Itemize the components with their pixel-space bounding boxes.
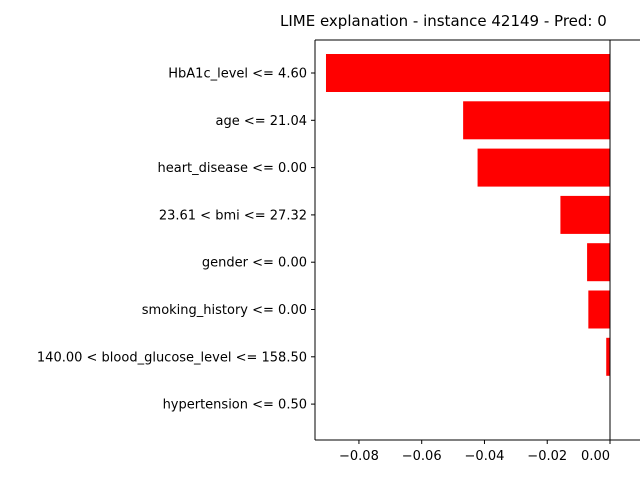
y-tick-label: smoking_history <= 0.00 — [142, 303, 307, 318]
bar — [463, 101, 610, 140]
bar — [477, 148, 610, 187]
x-tick-label: 0.00 — [581, 449, 610, 464]
y-tick-label: gender <= 0.00 — [202, 256, 307, 271]
bar — [587, 243, 610, 282]
axes-frame — [314, 39, 640, 441]
x-tick-label: −0.02 — [527, 449, 567, 464]
y-tick-label: heart_disease <= 0.00 — [157, 161, 307, 176]
bar — [325, 54, 610, 92]
x-tick-label: −0.04 — [465, 449, 505, 464]
y-tick-label: age <= 21.04 — [216, 114, 307, 129]
y-tick-label: 140.00 < blood_glucose_level <= 158.50 — [37, 350, 307, 365]
x-tick-label: −0.06 — [402, 449, 442, 464]
y-tick-label: HbA1c_level <= 4.60 — [168, 67, 307, 82]
x-tick-label: −0.08 — [339, 449, 379, 464]
bar — [606, 337, 610, 376]
bars-group — [325, 54, 610, 376]
x-ticks-group: −0.08 −0.06 −0.04 −0.02 0.00 — [339, 440, 611, 464]
y-tick-label: 23.61 < bmi <= 27.32 — [159, 208, 307, 223]
y-tick-label: hypertension <= 0.50 — [163, 398, 307, 413]
chart-title: LIME explanation - instance 42149 - Pred… — [280, 12, 607, 30]
bar — [588, 290, 610, 329]
y-ticks-group: HbA1c_level <= 4.60 age <= 21.04 heart_dis… — [37, 67, 315, 413]
bar — [560, 195, 610, 234]
